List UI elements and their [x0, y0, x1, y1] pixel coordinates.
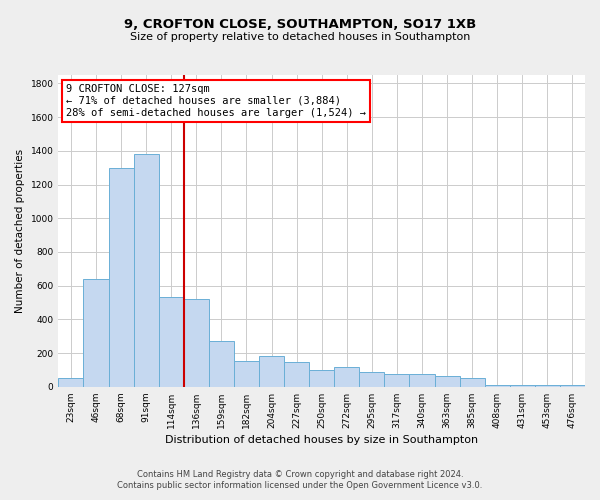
- Text: 9, CROFTON CLOSE, SOUTHAMPTON, SO17 1XB: 9, CROFTON CLOSE, SOUTHAMPTON, SO17 1XB: [124, 18, 476, 30]
- Bar: [58, 378, 83, 387]
- Bar: [109, 168, 134, 387]
- Y-axis label: Number of detached properties: Number of detached properties: [15, 149, 25, 313]
- Text: Size of property relative to detached houses in Southampton: Size of property relative to detached ho…: [130, 32, 470, 42]
- Bar: [434, 376, 460, 387]
- Bar: [259, 356, 284, 387]
- Bar: [234, 360, 259, 387]
- Bar: [485, 385, 510, 387]
- X-axis label: Distribution of detached houses by size in Southampton: Distribution of detached houses by size …: [165, 435, 478, 445]
- Bar: [385, 374, 409, 387]
- Bar: [560, 385, 585, 387]
- Bar: [460, 378, 485, 387]
- Bar: [535, 385, 560, 387]
- Bar: [409, 374, 434, 387]
- Bar: [334, 368, 359, 387]
- Bar: [184, 299, 209, 387]
- Text: Contains public sector information licensed under the Open Government Licence v3: Contains public sector information licen…: [118, 481, 482, 490]
- Bar: [209, 342, 234, 387]
- Bar: [159, 298, 184, 387]
- Bar: [359, 372, 385, 387]
- Bar: [510, 385, 535, 387]
- Bar: [134, 154, 159, 387]
- Text: Contains HM Land Registry data © Crown copyright and database right 2024.: Contains HM Land Registry data © Crown c…: [137, 470, 463, 479]
- Bar: [83, 279, 109, 387]
- Bar: [309, 370, 334, 387]
- Text: 9 CROFTON CLOSE: 127sqm
← 71% of detached houses are smaller (3,884)
28% of semi: 9 CROFTON CLOSE: 127sqm ← 71% of detache…: [67, 84, 367, 117]
- Bar: [284, 362, 309, 387]
